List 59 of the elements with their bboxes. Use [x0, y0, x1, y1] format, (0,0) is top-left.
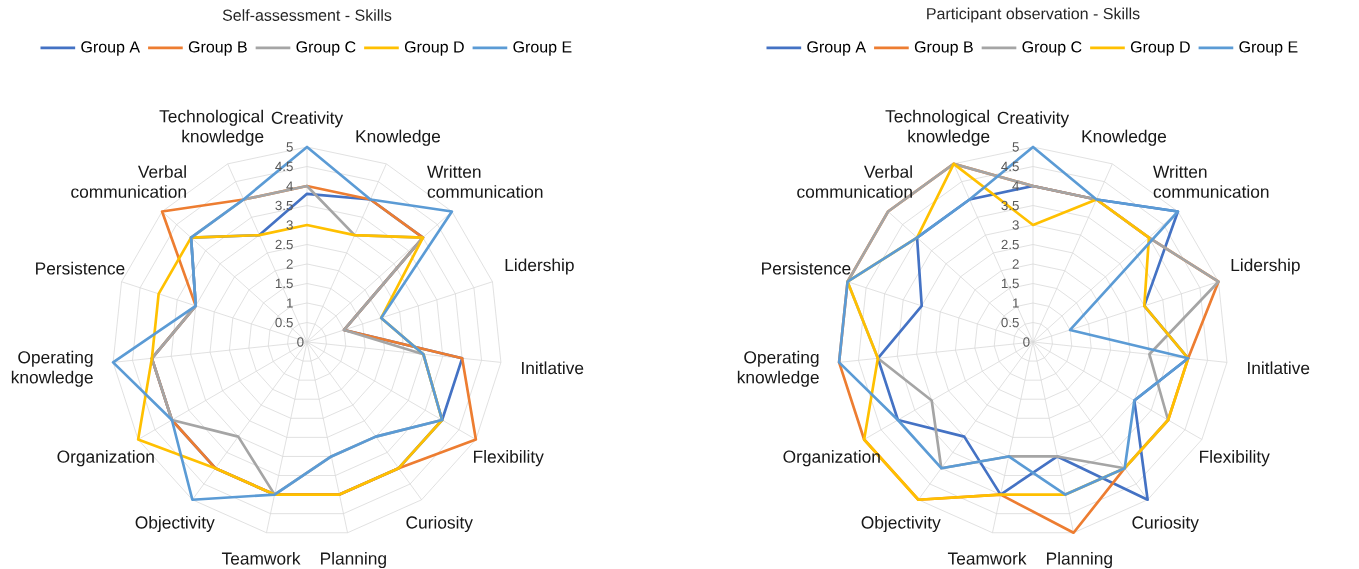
chart-title: Self-assessment - Skills	[222, 9, 392, 21]
y-tick-label: 5	[286, 142, 293, 152]
spoke-label: Written communication	[1153, 165, 1269, 198]
legend-label: Group C	[1022, 41, 1082, 56]
chart-title: Participant observation - Skills	[927, 7, 1140, 23]
spoke-label: Flexibility	[474, 450, 544, 467]
spoke-label: Flexibility	[1200, 450, 1270, 467]
spoke-label: Lidership	[1231, 258, 1300, 275]
legend-label: Group B	[914, 41, 973, 56]
spoke-label: Written communication	[427, 165, 543, 198]
y-tick-label: 0	[1023, 337, 1030, 347]
legend-label: Group E	[1239, 41, 1298, 56]
spoke-label: Curiosity	[406, 515, 473, 533]
spoke-label: Knowledge	[1082, 129, 1167, 146]
y-tick-label: 2	[1012, 259, 1019, 269]
spoke-label: Creativity	[271, 111, 344, 128]
y-tick-label: 0	[297, 337, 304, 347]
spoke-label: Verbal communication	[71, 165, 186, 198]
y-tick-label: 2.5	[1001, 239, 1019, 250]
spoke-label: Initlative	[1248, 361, 1310, 375]
spoke-label: Persistence	[762, 261, 851, 275]
spoke-label: Technological knowledge	[885, 109, 990, 146]
y-tick-label: 1.5	[1001, 278, 1019, 289]
y-tick-label: 2.5	[275, 239, 293, 250]
spoke-label: Organization	[57, 450, 154, 467]
spoke-label: Persistence	[36, 261, 125, 275]
spoke-label: Knowledge	[356, 129, 441, 146]
spoke-label: Objectivity	[135, 515, 215, 533]
y-tick-label: 3	[1012, 220, 1019, 230]
y-tick-label: 0.5	[275, 317, 293, 328]
spoke-label: Operating knowledge	[737, 350, 819, 387]
y-tick-label: 0.5	[1001, 317, 1019, 328]
y-tick-label: 1	[287, 298, 293, 308]
spoke-label: Teamwork	[221, 551, 301, 565]
legend-label: Group A	[807, 41, 867, 56]
y-tick-label: 1.5	[275, 278, 293, 289]
spoke-label: Organization	[783, 450, 880, 467]
legend-label: Group D	[404, 41, 464, 56]
spoke-label: Teamwork	[947, 551, 1027, 565]
legend-label: Group C	[296, 41, 356, 56]
y-tick-label: 3.5	[275, 200, 293, 211]
y-tick-label: 1	[1013, 298, 1019, 308]
spoke-label: Curiosity	[1132, 515, 1199, 533]
spoke-label: Planning	[321, 551, 386, 569]
spoke-label: Initlative	[522, 361, 584, 375]
spoke-label: Technological knowledge	[159, 109, 264, 146]
spoke-label: Lidership	[505, 258, 574, 275]
spoke-label: Planning	[1047, 551, 1112, 569]
spoke-label: Objectivity	[861, 515, 941, 533]
legend-label: Group E	[513, 41, 572, 56]
spoke-label: Operating knowledge	[11, 350, 93, 387]
legend-label: Group D	[1130, 41, 1190, 56]
y-tick-label: 2	[286, 259, 293, 269]
spoke-label: Creativity	[997, 111, 1070, 128]
spoke-label: Verbal communication	[797, 165, 912, 198]
y-tick-label: 4	[286, 181, 294, 191]
legend-label: Group A	[81, 41, 141, 56]
y-tick-label: 5	[1012, 142, 1019, 152]
legend-label: Group B	[188, 41, 247, 56]
